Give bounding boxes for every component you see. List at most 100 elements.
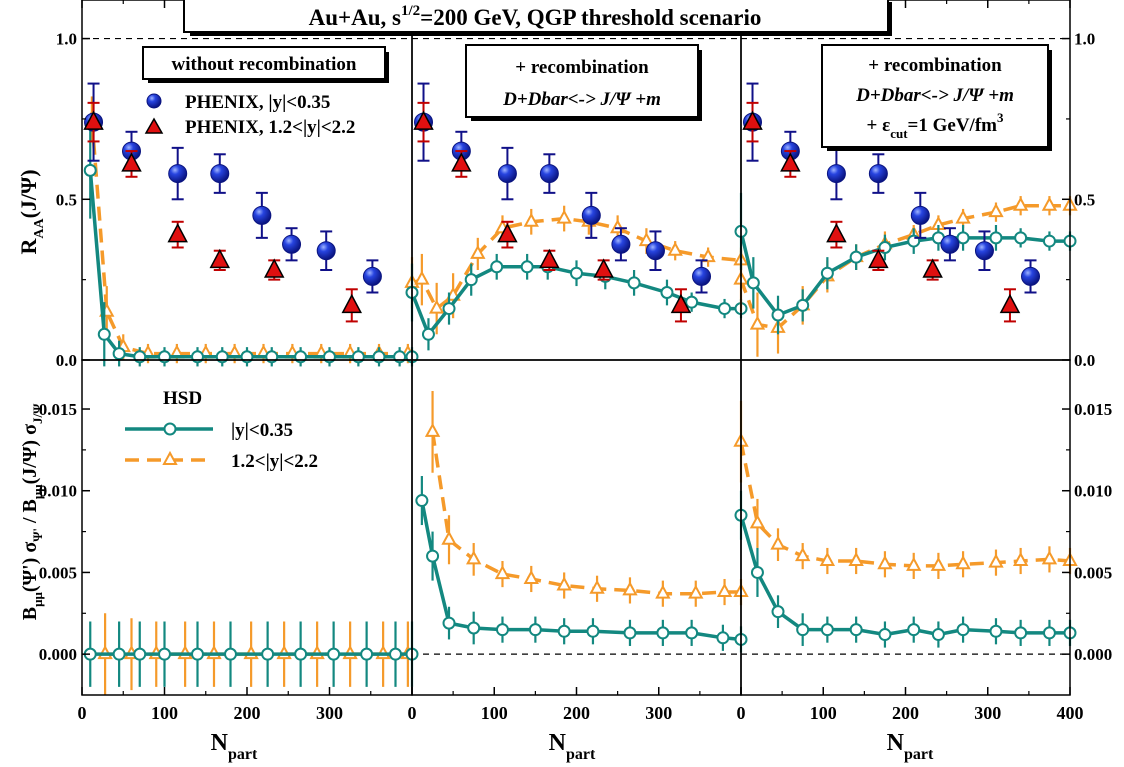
panel-label-2: + recombination D+Dbar<-> J/Ψ +m	[465, 44, 702, 121]
phenix-fwd-point	[413, 110, 434, 130]
hsd-mid-top-panel-2-point	[570, 266, 583, 280]
hsd-fwd-bottom-panel-3-point	[988, 553, 1004, 568]
hsd-mid-top-panel-1	[83, 122, 419, 367]
hsd-fwd-top-panel-3-point	[988, 203, 1004, 218]
hsd-mid-top-panel-3-point	[849, 250, 863, 264]
phenix-fwd-point	[121, 152, 142, 172]
phenix-mid-point	[316, 241, 336, 261]
phenix-mid-point	[168, 164, 188, 184]
phenix-legend: PHENIX, |y|<0.35 PHENIX, 1.2<|y|<2.2	[144, 92, 355, 138]
phenix-mid-point	[539, 164, 559, 184]
panel-label-1-text: without recombination	[172, 54, 357, 75]
phenix-mid-point	[362, 266, 382, 286]
hsd-mid-top-panel-3-point	[771, 308, 785, 322]
x-tick-label: 200	[892, 703, 919, 723]
hsd-mid-bottom-panel-3-point	[989, 624, 1003, 638]
hsd-mid-bottom-panel-1-point	[261, 647, 275, 661]
hsd-mid-bottom-panel-2-point	[426, 549, 440, 563]
hsd-mid-bottom-panel-3-point	[1042, 626, 1056, 640]
hsd-mid-top-panel-2-point	[520, 260, 534, 274]
hsd-mid-bottom-panel-3-point	[849, 623, 863, 637]
y-tick-label-bottom-right: 0.005	[1074, 563, 1112, 582]
hsd-fwd-bottom-panel-3-point	[848, 551, 864, 566]
y-tick-label-bottom-left: 0.010	[39, 482, 77, 501]
phenix-fwd-point	[83, 110, 104, 130]
hsd-legend: HSD |y|<0.35 1.2<|y|<2.2	[125, 388, 318, 472]
hsd-mid-bottom-panel-3-point	[907, 623, 921, 637]
legend-label-hsd-mid: |y|<0.35	[231, 420, 293, 441]
phenix-mid-point	[581, 205, 601, 225]
hsd-mid-bottom-panel-2-point	[528, 623, 542, 637]
hsd-fwd-bottom-panel-2-point	[424, 422, 441, 437]
phenix-mid-point	[910, 205, 930, 225]
phenix-fwd-point	[999, 293, 1021, 314]
panel-label-2-line-2: D+Dbar<-> J/Ψ +m	[502, 89, 661, 110]
chart-title: Au+Au, s1/2=200 GeV, QGP threshold scena…	[309, 3, 762, 30]
hsd-fwd-top-panel-2-point	[428, 299, 445, 314]
phenix-fwd-point	[497, 223, 518, 243]
hsd-mid-top-panel-1-point	[112, 347, 126, 361]
legend-marker-phenix-fwd	[144, 117, 164, 134]
hsd-fwd-bottom-panel-3-point	[955, 555, 971, 570]
hsd-fwd-bottom-panel-3-point	[795, 547, 811, 562]
hsd-mid-top-panel-1-line	[88, 170, 412, 359]
hsd-mid-top-panel-3	[734, 192, 1077, 335]
y-tick-label-top-left: 0.5	[56, 190, 77, 209]
hsd-mid-top-panel-3-point	[956, 231, 970, 245]
phenix-fwd-point	[826, 223, 847, 243]
phenix-mid-point	[210, 164, 230, 184]
hsd-mid-bottom-panel-2-point	[415, 494, 429, 508]
y-axis-label-top: RAA(J/Ψ)	[16, 169, 47, 254]
hsd-fwd-bottom-panel-2-point	[622, 581, 638, 596]
hsd-mid-top-panel-3-point	[796, 298, 810, 312]
x-tick-label: 100	[810, 703, 837, 723]
phenix-mid-point	[974, 241, 994, 261]
hsd-mid-bottom-panel-1	[83, 621, 419, 687]
y-tick-label-top-right: 0.0	[1074, 351, 1095, 370]
hsd-mid-bottom-panel-3-point	[956, 623, 970, 637]
phenix-mid-point	[611, 234, 631, 254]
x-tick-label: 300	[645, 703, 672, 723]
hsd-fwd-top-panel-3-point	[1012, 196, 1029, 211]
phenix-fwd-point	[341, 293, 363, 314]
phenix-mid-point	[282, 234, 302, 254]
hsd-fwd-top-panel-2-point	[638, 231, 655, 247]
hsd-fwd-bottom-panel-3-point	[906, 556, 922, 571]
hsd-mid-bottom-panel-1-point	[112, 647, 126, 661]
y-tick-label-bottom-right: 0.000	[1074, 645, 1112, 664]
panel-label-3-line-2: D+Dbar<-> J/Ψ +m	[855, 85, 1014, 106]
hsd-fwd-bottom-panel-3-point	[819, 551, 836, 566]
hsd-fwd-top-panel-3-point	[749, 315, 766, 330]
phenix-mid-point	[252, 205, 272, 225]
hsd-mid-bottom-panel-2-point	[442, 616, 456, 630]
hsd-fwd-bottom-panel-2-point	[494, 564, 511, 580]
hsd-fwd-bottom-panel-2-point	[716, 582, 733, 598]
x-axis-label-1: Npart	[211, 730, 258, 763]
legend-label-hsd-fwd: 1.2<|y|<2.2	[231, 451, 318, 472]
hsd-mid-bottom-panel-1-point	[389, 647, 402, 661]
hsd-fwd-bottom-panel-2-point	[655, 584, 671, 599]
hsd-mid-top-panel-2-point	[442, 302, 456, 316]
x-tick-label: 400	[1057, 703, 1084, 723]
phenix-fwd-point	[593, 258, 614, 278]
hsd-mid-bottom-panel-2-point	[586, 624, 600, 638]
phenix-fwd-point	[167, 223, 188, 243]
phenix-fwd-point	[670, 293, 692, 314]
panel-label-2-line-1: + recombination	[515, 57, 649, 78]
y-tick-label-bottom-left: 0.005	[39, 563, 77, 582]
hsd-mid-top-panel-2-point	[464, 273, 478, 287]
phenix-mid-point	[826, 164, 846, 184]
hsd-fwd-bottom-panel-2-point	[523, 569, 539, 584]
hsd-mid-top-panel-3-point	[820, 266, 834, 280]
legend-marker-phenix-mid	[146, 93, 162, 109]
hsd-fwd-bottom-panel-2-point	[441, 530, 457, 545]
y-tick-label-top-right: 1.0	[1074, 30, 1095, 49]
hsd-mid-top-panel-1-point	[97, 327, 111, 341]
x-tick-label: 200	[234, 703, 261, 723]
hsd-fwd-bottom-panel-2-point	[556, 576, 572, 591]
hsd-mid-bottom-panel-3-line	[739, 514, 1070, 637]
hsd-fwd-top-panel-2-point	[700, 248, 716, 263]
phenix-mid-point	[645, 241, 665, 261]
hsd-mid-bottom-panel-3-point	[796, 623, 810, 637]
hsd-mid-bottom-panel-2	[415, 476, 748, 653]
